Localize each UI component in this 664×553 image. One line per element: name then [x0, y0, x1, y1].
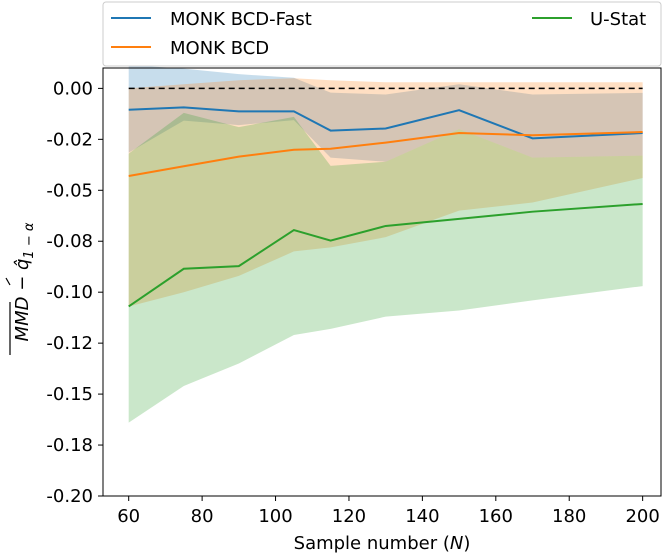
y-tick-label: -0.12: [46, 333, 93, 354]
band-monk-bcd-fast: [128, 64, 643, 162]
y-axis: 0.00 -0.02 -0.05 -0.08 -0.10 -0.12 -0.15 -0.18 -…: [46, 78, 103, 507]
legend: MONK BCD-Fast MONK BCD U-Stat: [102, 1, 662, 67]
y-tick-label: 0.00: [53, 78, 93, 99]
y-tick-label: -0.05: [46, 180, 93, 201]
x-axis-title: Sample number (N): [294, 533, 471, 553]
x-tick-label: 120: [332, 506, 366, 527]
legend-label-bcd-fast: MONK BCD-Fast: [170, 9, 312, 30]
y-tick-label: -0.15: [46, 384, 93, 405]
x-tick-label: 80: [191, 506, 214, 527]
legend-label-bcd: MONK BCD: [170, 38, 269, 59]
y-tick-label: -0.18: [46, 435, 93, 456]
y-tick-label: -0.08: [46, 231, 93, 252]
line-monk-bcd: [128, 130, 643, 178]
x-tick-label: 200: [625, 506, 659, 527]
x-tick-label: 180: [552, 506, 586, 527]
line-u-stat: [128, 202, 643, 308]
lines-layer: [128, 106, 643, 308]
band-u-stat: [128, 112, 643, 423]
plot-frame: [102, 67, 662, 497]
y-axis-title: MMD − q̂1 − α: [5, 222, 37, 355]
y-tick-label: -0.10: [46, 282, 93, 303]
legend-label-ustat: U-Stat: [590, 9, 646, 30]
x-tick-label: 140: [405, 506, 439, 527]
x-tick-label: 60: [117, 506, 140, 527]
y-tick-label: -0.02: [46, 129, 93, 150]
line-monk-bcd-fast: [128, 106, 643, 140]
y-tick-label: -0.20: [46, 486, 93, 507]
svg-text:MMD − q̂1 − α: MMD − q̂1 − α: [12, 222, 37, 341]
x-tick-label: 160: [479, 506, 513, 527]
legend-box: [102, 1, 662, 67]
x-axis: 60 80 100 120 140 160 180 200: [117, 496, 660, 527]
bands-layer: [128, 64, 643, 423]
x-tick-label: 100: [258, 506, 292, 527]
